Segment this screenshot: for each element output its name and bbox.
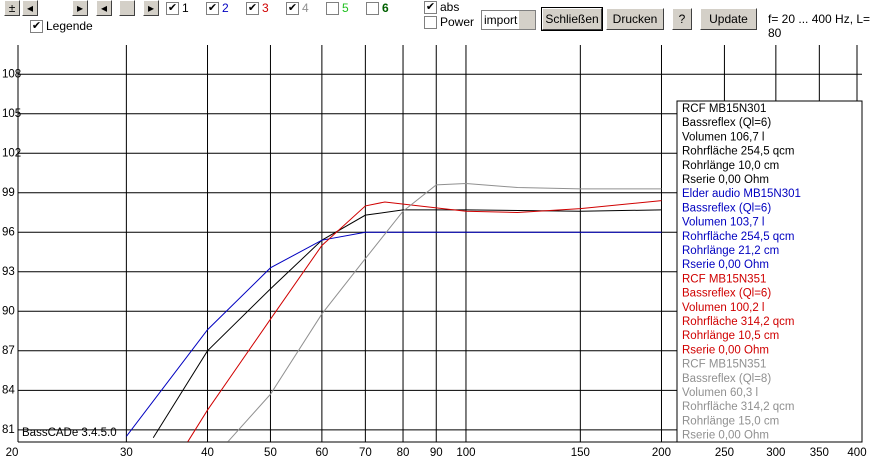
legend-detail: Bassreflex (Ql=6) [682, 288, 771, 300]
version-label: BassCADe 3.4.5.0 [22, 427, 117, 439]
y-tick-label: 99 [2, 187, 15, 199]
checkbox-label: abs [440, 0, 460, 14]
legend-detail: Rohrfläche 254,5 qcm [682, 146, 795, 158]
x-tick-label: 40 [201, 447, 214, 459]
legend-detail: Bassreflex (Ql=6) [682, 117, 771, 129]
x-tick-label: 200 [652, 447, 671, 459]
legend-box [676, 100, 863, 443]
legend-detail: Rserie 0,00 Ohm [682, 174, 769, 186]
y-tick-label: 84 [2, 384, 15, 396]
checkbox[interactable]: Power [424, 15, 474, 29]
checkbox[interactable]: ✔ 1 [166, 1, 189, 15]
checkbox-label: 4 [302, 1, 309, 15]
legend-entry: RCF MB15N301 [682, 103, 766, 115]
button[interactable]: Schließen [541, 7, 603, 31]
checkbox-label: Legende [46, 19, 93, 33]
checkbox-box: ✔ [424, 0, 437, 14]
x-tick-label: 30 [120, 447, 133, 459]
y-tick-label: 108 [2, 68, 21, 80]
legend-detail: Rohrfläche 314,2 qcm [682, 401, 795, 413]
x-tick-label: 350 [810, 447, 829, 459]
checkbox[interactable]: ✔ 3 [246, 1, 269, 15]
y-tick-label: 87 [2, 345, 15, 357]
x-tick-label: 20 [6, 447, 19, 459]
checkbox[interactable]: ✔ Legende [30, 19, 93, 33]
checkbox-label: 1 [182, 1, 189, 15]
nav-button[interactable] [119, 0, 135, 16]
checkbox-label: 6 [382, 1, 389, 15]
button[interactable]: Drucken [606, 8, 664, 30]
checkbox[interactable]: ✔ 2 [206, 1, 229, 15]
x-tick-label: 60 [315, 447, 328, 459]
legend-detail: Rohrlänge 15,0 cm [682, 415, 779, 427]
info-text: f= 20 ... 400 Hz, L= 80 [768, 12, 871, 40]
y-tick-label: 96 [2, 226, 15, 238]
x-tick-label: 50 [264, 447, 277, 459]
legend-entry: RCF MB15N351 [682, 273, 766, 285]
checkbox-label: 2 [222, 1, 229, 15]
legend-detail: Rohrlänge 21,2 cm [682, 245, 779, 257]
checkbox-box: ✔ [206, 1, 219, 15]
series-line [152, 209, 662, 438]
checkbox-box: ✔ [30, 19, 43, 33]
legend-detail: Rohrlänge 10,5 cm [682, 330, 779, 342]
x-tick-label: 70 [359, 447, 372, 459]
y-tick-label: 90 [2, 305, 15, 317]
y-tick-label: 102 [2, 147, 21, 159]
legend-detail: Volumen 100,2 l [682, 302, 764, 314]
checkbox-label: Power [440, 15, 475, 29]
checkbox-box: ✔ [286, 1, 299, 15]
nav-button[interactable]: ◂ [96, 0, 112, 16]
x-tick-label: 80 [397, 447, 410, 459]
legend-detail: Rohrfläche 314,2 qcm [682, 316, 795, 328]
legend-detail: Bassreflex (Ql=8) [682, 373, 771, 385]
series-line [187, 200, 662, 442]
y-tick-label: 105 [2, 108, 21, 120]
import-select[interactable]: import [481, 10, 536, 30]
nav-button[interactable]: ▸ [72, 0, 88, 16]
legend-detail: Volumen 60,3 l [682, 387, 758, 399]
legend-detail: Bassreflex (Ql=6) [682, 202, 771, 214]
nav-button[interactable]: ▸ [143, 0, 159, 16]
checkbox-box: ✔ [246, 1, 259, 15]
checkbox-box [326, 1, 339, 15]
select-text: import [484, 13, 518, 27]
checkbox-box [424, 15, 437, 29]
checkbox[interactable]: 6 [366, 1, 389, 15]
checkbox-box: ✔ [166, 1, 179, 15]
series-line [125, 231, 662, 437]
checkbox-label: 5 [342, 1, 349, 15]
x-tick-label: 90 [430, 447, 443, 459]
checkbox-box [366, 1, 379, 15]
x-tick-label: 400 [847, 447, 866, 459]
legend-detail: Rohrfläche 254,5 qcm [682, 231, 795, 243]
y-tick-label: 93 [2, 266, 15, 278]
x-tick-label: 150 [571, 447, 590, 459]
legend-detail: Rserie 0,00 Ohm [682, 430, 769, 442]
legend-detail: Rserie 0,00 Ohm [682, 259, 769, 271]
x-tick-label: 100 [456, 447, 475, 459]
nav-button[interactable]: ± [4, 0, 20, 16]
checkbox[interactable]: ✔ abs [424, 0, 459, 14]
y-tick-label: 81 [2, 424, 15, 436]
x-tick-label: 300 [766, 447, 785, 459]
x-tick-label: 250 [715, 447, 734, 459]
checkbox[interactable]: 5 [326, 1, 349, 15]
nav-button[interactable]: ◂ [22, 0, 38, 16]
legend-detail: Rohrlänge 10,0 cm [682, 160, 779, 172]
legend-detail: Volumen 103,7 l [682, 217, 764, 229]
legend-entry: Elder audio MB15N301 [682, 188, 801, 200]
button[interactable]: ? [672, 8, 692, 30]
legend-detail: Volumen 106,7 l [682, 131, 764, 143]
series-line [227, 183, 662, 443]
checkbox-label: 3 [262, 1, 269, 15]
button[interactable]: Update [700, 8, 757, 30]
checkbox[interactable]: ✔ 4 [286, 1, 309, 15]
legend-detail: Rserie 0,00 Ohm [682, 344, 769, 356]
legend-entry: RCF MB15N351 [682, 359, 766, 371]
